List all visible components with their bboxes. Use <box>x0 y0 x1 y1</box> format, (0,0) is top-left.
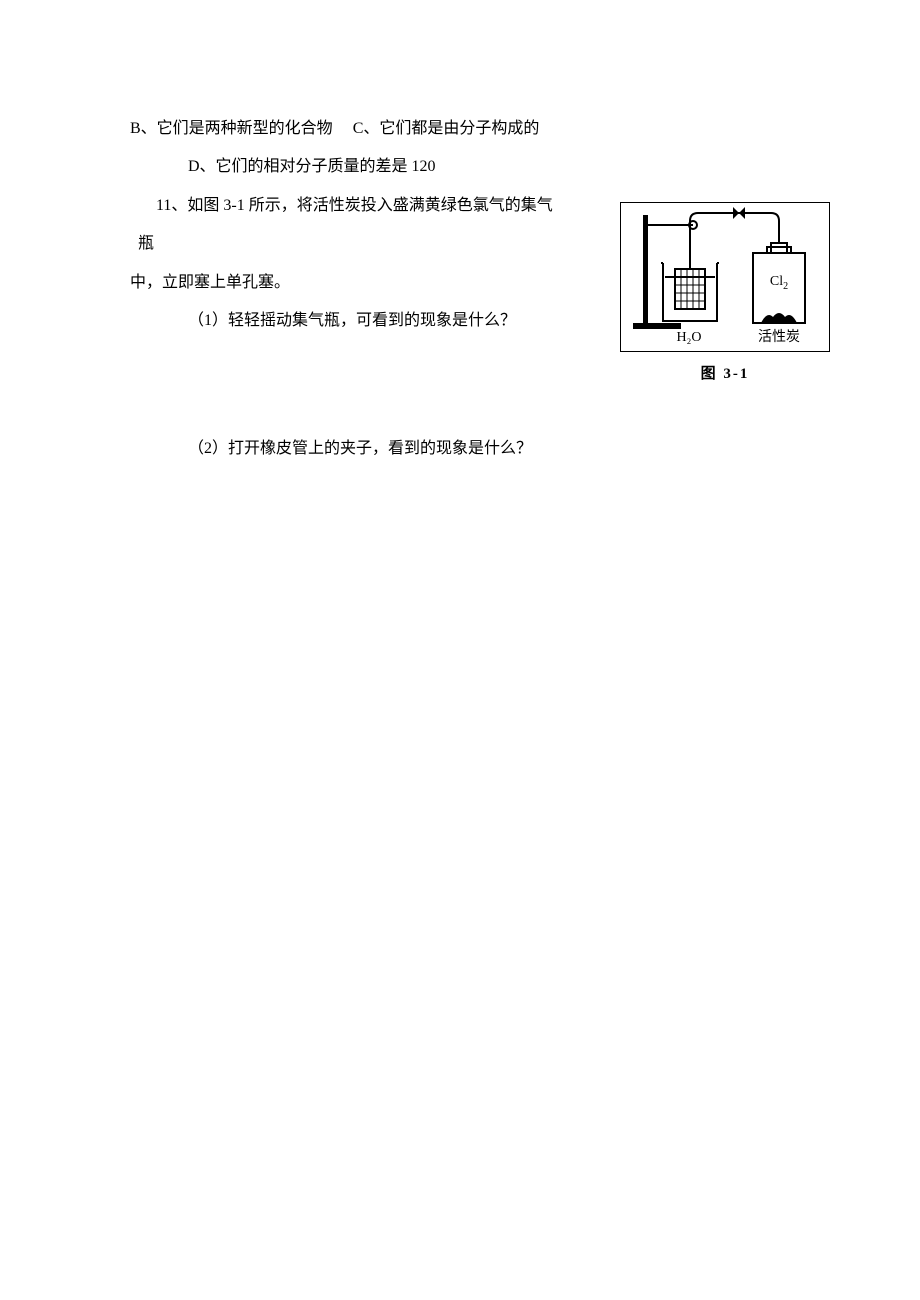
connecting-tube <box>690 213 779 269</box>
option-b-c-line: B、它们是两种新型的化合物 C、它们都是由分子构成的 <box>130 110 790 148</box>
figure-caption: 图 3-1 <box>620 362 830 383</box>
diagram-canvas: Cl2 H₂O 活性炭 <box>620 202 830 352</box>
sub-q2: （2）打开橡皮管上的夹子，看到的现象是什么？ <box>130 430 790 468</box>
option-d-line: D、它们的相对分子质量的差是 120 <box>130 148 790 186</box>
q11-line1: 11、如图 3-1 所示，将活性炭投入盛满黄绿色氯气的集气瓶 <box>130 187 558 264</box>
stand-rod <box>643 215 648 325</box>
sub-q1-text: （1）轻轻摇动集气瓶，可看到的现象是什么？ <box>188 312 516 329</box>
q11-cont: 中，立即塞上单孔塞。 <box>130 274 290 291</box>
pinch-clamp-right <box>739 207 745 219</box>
h2o-label: H₂O <box>676 330 701 345</box>
tube-bundle <box>675 269 705 309</box>
pinch-clamp-left <box>733 207 739 219</box>
q11-text: 11、如图 3-1 所示，将活性炭投入盛满黄绿色氯气的集气瓶 <box>138 197 553 252</box>
carbon-pile <box>761 313 797 323</box>
apparatus-svg: Cl2 H₂O 活性炭 <box>621 203 831 353</box>
option-c: C、它们都是由分子构成的 <box>353 120 540 137</box>
option-d: D、它们的相对分子质量的差是 120 <box>188 158 436 175</box>
cl2-label: Cl2 <box>770 274 788 292</box>
carbon-label: 活性炭 <box>758 329 800 345</box>
stand-base <box>633 323 681 329</box>
figure-3-1: Cl2 H₂O 活性炭 图 3-1 <box>620 202 830 383</box>
sub-q2-text: （2）打开橡皮管上的夹子，看到的现象是什么？ <box>188 440 532 457</box>
beaker-outline <box>663 263 717 321</box>
option-b: B、它们是两种新型的化合物 <box>130 120 333 137</box>
